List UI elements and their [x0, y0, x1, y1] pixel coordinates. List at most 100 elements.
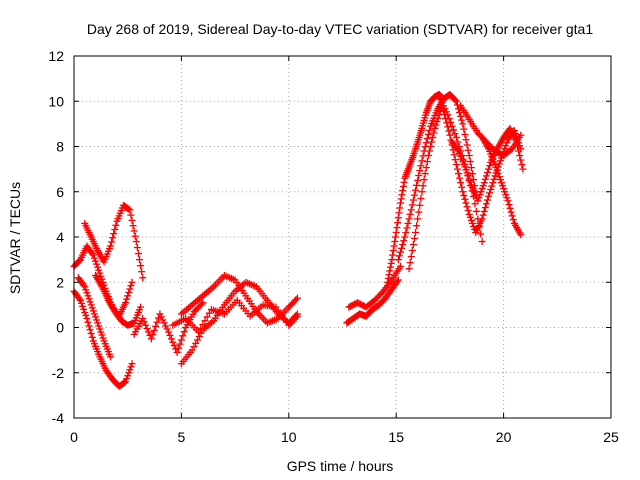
data-point	[434, 114, 442, 122]
data-point	[463, 203, 471, 211]
data-point	[83, 314, 91, 322]
data-point	[461, 161, 469, 169]
data-point	[199, 320, 207, 328]
data-point	[413, 181, 421, 189]
data-point	[150, 327, 158, 335]
data-point	[397, 195, 405, 203]
data-point	[504, 197, 512, 205]
data-point	[80, 281, 88, 289]
data-point	[462, 136, 470, 144]
data-point	[507, 208, 515, 216]
data-point	[417, 195, 425, 203]
data-point	[444, 111, 452, 119]
data-point	[87, 330, 95, 338]
data-point	[503, 139, 511, 147]
data-point	[466, 158, 474, 166]
data-point	[415, 172, 423, 180]
data-point	[388, 256, 396, 264]
data-point	[386, 263, 394, 271]
series-track-e	[74, 274, 115, 361]
data-point	[502, 142, 510, 150]
data-point	[459, 120, 467, 128]
data-point	[447, 118, 455, 126]
data-point	[495, 160, 503, 168]
y-tick-label: 4	[56, 229, 64, 245]
data-point	[481, 175, 489, 183]
data-point	[128, 360, 136, 368]
data-point	[409, 196, 417, 204]
data-point	[424, 130, 432, 138]
data-point	[127, 282, 135, 290]
data-point	[393, 224, 401, 232]
x-tick-label: 5	[178, 429, 186, 445]
data-point	[108, 238, 116, 246]
series-track-i	[169, 296, 301, 336]
x-tick-label: 25	[603, 429, 619, 445]
data-point	[451, 130, 459, 138]
data-point	[96, 325, 104, 333]
data-point	[128, 278, 136, 286]
data-point	[88, 304, 96, 312]
data-point	[460, 125, 468, 133]
data-point	[167, 335, 175, 343]
data-point	[205, 309, 213, 317]
data-point	[139, 314, 147, 322]
series-track-c	[81, 201, 147, 282]
data-point	[412, 186, 420, 194]
data-point	[131, 232, 139, 240]
data-point	[159, 316, 167, 324]
data-point	[197, 324, 205, 332]
data-point	[176, 340, 184, 348]
data-point	[93, 316, 101, 324]
data-point	[409, 241, 417, 249]
data-point	[112, 221, 120, 229]
data-point	[416, 201, 424, 209]
data-point	[133, 244, 141, 252]
data-point	[126, 366, 134, 374]
data-point	[455, 143, 463, 150]
data-point	[78, 299, 86, 307]
y-tick-label: -4	[52, 410, 65, 426]
data-point	[292, 314, 300, 322]
data-point	[137, 262, 145, 270]
data-point	[91, 313, 99, 321]
data-point	[465, 176, 473, 184]
data-point	[398, 191, 406, 199]
data-point	[459, 188, 467, 196]
data-point	[88, 250, 96, 258]
data-points	[70, 90, 527, 390]
data-point	[89, 307, 97, 315]
data-point	[86, 326, 94, 334]
data-point	[126, 206, 134, 214]
data-point	[423, 135, 431, 143]
data-point	[129, 222, 137, 230]
data-point	[481, 204, 489, 212]
x-tick-label: 10	[281, 429, 297, 445]
data-point	[461, 195, 469, 203]
data-point	[408, 247, 416, 255]
data-point	[475, 222, 483, 230]
data-point	[405, 215, 413, 223]
series-track-d	[91, 271, 145, 329]
data-point	[464, 171, 472, 179]
data-point	[384, 278, 392, 286]
x-axis-label: GPS time / hours	[287, 458, 394, 474]
data-point	[394, 219, 402, 227]
data-point	[147, 335, 155, 343]
data-point	[83, 289, 91, 297]
series-track-p	[448, 124, 527, 205]
data-point	[486, 162, 494, 170]
data-point	[399, 241, 407, 249]
data-point	[394, 214, 402, 222]
data-point	[130, 227, 138, 235]
data-point	[495, 173, 503, 181]
data-point	[452, 133, 460, 141]
data-point	[430, 129, 438, 137]
data-point	[506, 204, 514, 212]
data-point	[398, 244, 406, 252]
data-point	[417, 162, 425, 170]
data-point	[502, 191, 510, 199]
data-point	[482, 200, 490, 208]
x-tick-label: 20	[496, 429, 512, 445]
